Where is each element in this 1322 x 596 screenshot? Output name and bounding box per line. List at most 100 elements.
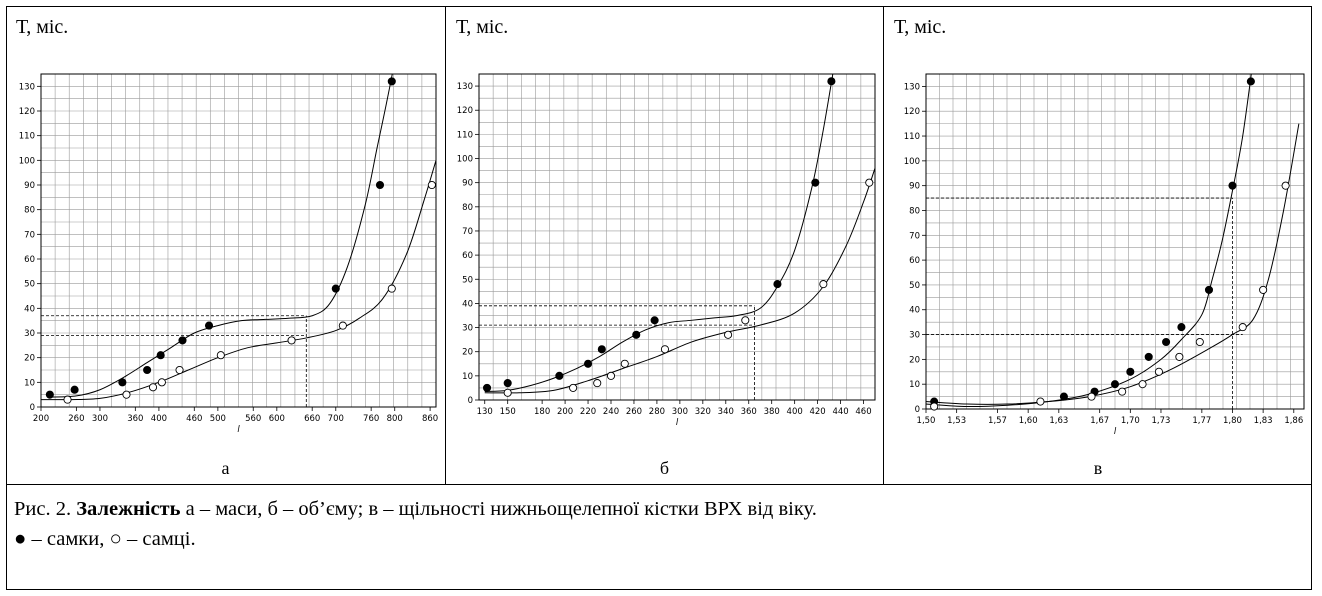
point-male	[606, 371, 616, 380]
x-tick-label: 1,80	[1223, 416, 1242, 426]
y-axis-label: Т, міс.	[16, 16, 69, 38]
point-female	[143, 365, 152, 375]
y-tick-label: 120	[457, 106, 473, 116]
y-tick-label: 40	[24, 304, 35, 314]
y-tick-label: 40	[462, 299, 473, 309]
point-female	[1204, 285, 1214, 294]
point-male	[63, 395, 72, 404]
x-tick-label: 560	[245, 414, 261, 424]
point-male	[1259, 285, 1268, 294]
point-female	[45, 390, 54, 399]
point-male	[387, 284, 396, 293]
point-male	[593, 379, 602, 388]
y-tick-label: 110	[19, 132, 35, 142]
plot-frame	[478, 73, 876, 401]
y-tick-label: 60	[909, 256, 920, 266]
figure-caption: Рис. 2. Залежність а – маси, б – об’єму;…	[14, 494, 1304, 554]
x-tick-label: 300	[92, 414, 108, 424]
x-tick-label: 1,67	[1090, 416, 1109, 426]
x-tick-label: 700	[328, 414, 344, 424]
y-tick-label: 80	[24, 206, 35, 216]
y-tick-label: 60	[462, 251, 473, 261]
point-female	[1162, 337, 1171, 347]
chart-mass: 0 10 20 30 40 50 60 70 80 90 100 110 120 130 200 260 300…	[19, 73, 438, 435]
y-tick-label: 130	[904, 82, 920, 92]
caption-line-1: Рис. 2. Залежність а – маси, б – об’єму;…	[14, 494, 1304, 524]
point-male	[122, 390, 131, 399]
chart-density: 0 10 20 30 40 50 60 70 80 90 100 110 120 130 1,50 1,53 1…	[904, 73, 1305, 437]
chart-panel-density: Т, міс. 0 10 20 30 40 50 60 70 80 90 100 110 120 130 1…	[884, 6, 1312, 484]
point-male	[620, 359, 629, 368]
point-male	[175, 365, 184, 375]
y-tick-label: 90	[462, 179, 473, 189]
point-female	[773, 280, 782, 289]
point-female	[1059, 392, 1068, 401]
grid	[40, 73, 437, 408]
x-tick-label: 380	[764, 407, 780, 417]
y-tick-label: 20	[24, 354, 35, 364]
point-male	[865, 178, 874, 187]
x-tick-label: 800	[387, 414, 403, 424]
point-male	[1138, 380, 1147, 389]
x-tick-label: 760	[363, 414, 379, 424]
x-tick-label: 1,83	[1254, 416, 1273, 426]
point-female	[482, 383, 492, 392]
x-tick-label: 420	[809, 407, 825, 417]
point-male	[1118, 387, 1127, 396]
curve-male	[926, 123, 1300, 405]
x-tick-label: 500	[210, 414, 226, 424]
y-tick-label: 70	[909, 231, 920, 241]
point-male	[427, 180, 436, 190]
x-axis-label: l	[676, 418, 679, 428]
point-female	[156, 351, 165, 360]
x-tick-label: 1,50	[917, 416, 936, 426]
point-male	[1036, 397, 1045, 406]
chart-volume: 0 10 20 30 40 50 60 70 80 90 100 110 120 130 130 150 180…	[457, 73, 876, 428]
point-female	[1144, 352, 1153, 361]
x-tick-label: 180	[534, 407, 550, 417]
point-male	[1154, 367, 1163, 376]
panel-letter: в	[1093, 458, 1103, 478]
point-female	[331, 284, 340, 293]
x-tick-label: 1,53	[947, 416, 966, 426]
point-female	[650, 316, 659, 325]
figure-frame	[6, 6, 1312, 590]
point-female	[632, 330, 641, 339]
x-tick-label: 200	[33, 414, 49, 424]
point-male	[1238, 323, 1247, 332]
y-tick-label: 70	[462, 227, 473, 237]
point-female	[118, 378, 127, 387]
x-tick-label: 1,60	[1019, 416, 1038, 426]
x-tick-label: 860	[422, 414, 438, 424]
y-tick-label: 0	[30, 403, 35, 413]
y-tick-label: 40	[909, 306, 920, 316]
x-tick-label: 360	[127, 414, 143, 424]
x-tick-label: 1,77	[1192, 416, 1211, 426]
x-tick-label: 360	[741, 407, 757, 417]
point-female	[555, 371, 564, 380]
point-female	[1246, 77, 1255, 86]
y-tick-label: 100	[904, 157, 920, 167]
x-tick-label: 300	[672, 407, 688, 417]
y-tick-label: 80	[462, 203, 473, 213]
point-female	[503, 379, 512, 388]
x-tick-label: 220	[580, 407, 596, 417]
x-tick-label: 600	[269, 414, 285, 424]
y-tick-label: 30	[462, 324, 473, 334]
panel-letter: а	[221, 458, 230, 478]
point-female	[1126, 367, 1135, 376]
grid	[478, 73, 876, 401]
point-female	[1228, 181, 1237, 190]
curve-female	[926, 74, 1252, 408]
y-axis-label: Т, міс.	[456, 16, 509, 38]
grid	[925, 73, 1305, 410]
x-axis-label: l	[1114, 427, 1117, 437]
y-tick-label: 50	[462, 275, 473, 285]
caption-rest: а – маси, б – об’єму; в – щільності нижн…	[180, 498, 817, 520]
y-tick-label: 20	[462, 348, 473, 358]
caption-prefix: Рис. 2.	[14, 498, 77, 520]
x-tick-label: 1,57	[988, 416, 1007, 426]
point-male	[216, 351, 225, 360]
point-male	[569, 383, 578, 392]
y-tick-label: 10	[24, 378, 35, 388]
